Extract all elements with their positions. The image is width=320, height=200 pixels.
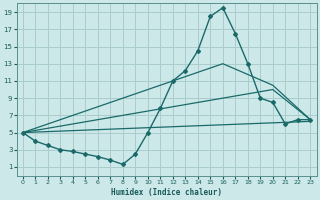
X-axis label: Humidex (Indice chaleur): Humidex (Indice chaleur) [111, 188, 222, 197]
